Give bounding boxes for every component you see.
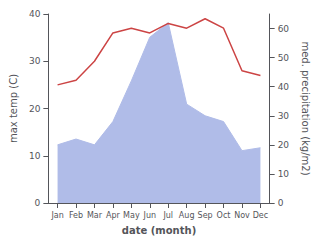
svg-text:med. precipitation (kg/m2): med. precipitation (kg/m2) — [300, 41, 311, 175]
svg-text:max temp (C): max temp (C) — [8, 74, 19, 143]
svg-text:Jan: Jan — [50, 211, 63, 220]
svg-text:Dec: Dec — [253, 211, 268, 220]
svg-text:Nov: Nov — [234, 211, 250, 220]
svg-text:Jul: Jul — [162, 211, 173, 220]
svg-text:10: 10 — [29, 151, 41, 161]
svg-text:60: 60 — [278, 24, 290, 34]
svg-text:Apr: Apr — [106, 211, 121, 220]
svg-text:10: 10 — [278, 169, 290, 179]
svg-text:50: 50 — [278, 53, 290, 63]
svg-text:Sep: Sep — [198, 211, 213, 220]
svg-text:20: 20 — [29, 104, 41, 114]
svg-text:Jun: Jun — [143, 211, 157, 220]
svg-text:30: 30 — [29, 56, 41, 66]
svg-text:0: 0 — [278, 198, 284, 208]
svg-text:20: 20 — [278, 140, 290, 150]
svg-text:Aug: Aug — [179, 211, 195, 220]
svg-text:30: 30 — [278, 111, 290, 121]
svg-text:40: 40 — [278, 82, 290, 92]
svg-text:date (month): date (month) — [122, 225, 196, 236]
svg-text:Mar: Mar — [87, 211, 103, 220]
svg-text:May: May — [123, 211, 140, 220]
svg-text:0: 0 — [35, 198, 41, 208]
svg-text:Feb: Feb — [69, 211, 83, 220]
svg-text:Oct: Oct — [217, 211, 231, 220]
svg-text:40: 40 — [29, 9, 41, 19]
